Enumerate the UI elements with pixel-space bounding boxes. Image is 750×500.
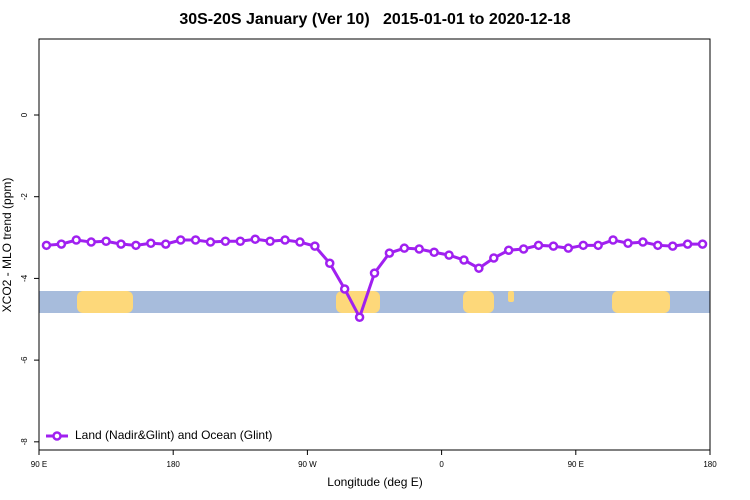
data-point [593, 240, 603, 251]
data-point [116, 239, 126, 249]
data-point [175, 235, 186, 245]
data-point [503, 245, 514, 255]
y-tick-label: -8 [20, 438, 29, 446]
plot-frame [38, 38, 711, 451]
land-ocean-band [39, 291, 710, 313]
data-point [548, 241, 559, 251]
data-point [489, 253, 499, 263]
data-point [682, 239, 693, 249]
data-point [354, 312, 365, 322]
y-tick-label: -6 [20, 356, 29, 364]
data-point [444, 250, 454, 260]
data-point [220, 236, 231, 246]
data-point [325, 258, 335, 269]
data-point [459, 255, 469, 265]
land-patch [508, 291, 514, 302]
land-patch [612, 291, 670, 313]
data-point [384, 248, 395, 258]
data-point [71, 235, 82, 245]
x-tick-label: 180 [703, 460, 717, 469]
legend-label: Land (Nadir&Glint) and Ocean (Glint) [75, 428, 272, 442]
chart-title: 30S-20S January (Ver 10) 2015-01-01 to 2… [179, 11, 570, 28]
data-point [41, 240, 52, 251]
land-patch [336, 291, 380, 313]
data-point [518, 244, 529, 254]
data-point [623, 238, 633, 249]
data-point [280, 235, 290, 245]
data-point [653, 240, 663, 251]
data-point [414, 244, 424, 254]
x-tick-label: 180 [167, 460, 181, 469]
land-patch [77, 291, 133, 313]
x-axis-label: Longitude (deg E) [327, 475, 422, 489]
data-point [205, 237, 216, 247]
data-point [608, 235, 618, 245]
y-tick-label: -4 [20, 274, 29, 282]
land-patch [463, 291, 494, 313]
data-point [533, 240, 544, 251]
data-point [697, 239, 708, 249]
data-point [474, 263, 484, 273]
data-point [578, 240, 589, 251]
x-tick-label: 90 E [31, 460, 47, 469]
data-point [235, 236, 246, 246]
y-axis-label: XCO2 - MLO trend (ppm) [0, 178, 14, 313]
data-point [667, 241, 678, 251]
data-point [429, 247, 439, 258]
data-point [146, 238, 156, 249]
data-point [265, 236, 275, 246]
x-tick-label: 90 E [568, 460, 584, 469]
data-point [190, 235, 201, 245]
data-point [86, 237, 96, 247]
data-point [638, 237, 648, 247]
data-point [399, 243, 410, 253]
data-point [56, 239, 67, 249]
data-point [369, 268, 380, 278]
y-tick-label: 0 [20, 112, 29, 117]
data-point [131, 240, 141, 251]
data-point [563, 243, 574, 253]
data-point [250, 234, 260, 244]
data-point [310, 241, 320, 251]
legend-marker [52, 431, 62, 441]
data-point [101, 236, 111, 246]
data-point [339, 284, 350, 294]
data-point [295, 237, 305, 247]
data-point [160, 239, 171, 249]
y-tick-label: -2 [20, 193, 29, 201]
x-tick-label: 90 W [298, 460, 317, 469]
x-tick-label: 0 [439, 460, 444, 469]
